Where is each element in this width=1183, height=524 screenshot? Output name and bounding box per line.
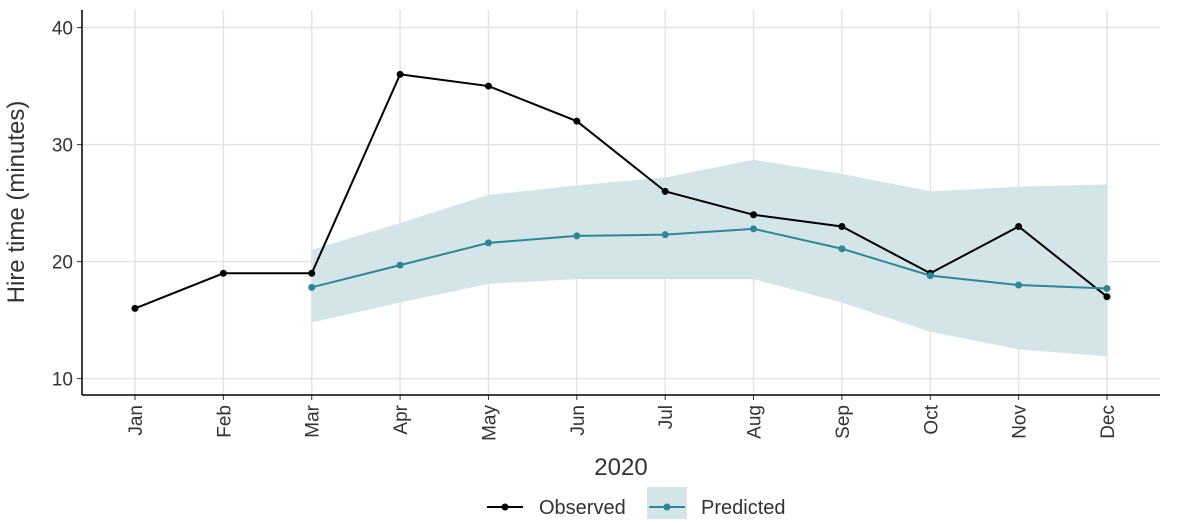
x-tick-label: Mar xyxy=(303,404,324,437)
x-tick-label: Aug xyxy=(745,405,766,439)
data-point xyxy=(396,261,404,269)
series-line xyxy=(311,227,1108,290)
data-point xyxy=(750,211,758,219)
x-tick-label: Sep xyxy=(833,405,854,439)
legend-key-point xyxy=(501,503,509,511)
data-point xyxy=(1015,281,1023,289)
data-point xyxy=(308,283,316,291)
data-point xyxy=(131,304,139,312)
x-tick-label: May xyxy=(479,405,500,441)
data-point xyxy=(396,70,404,78)
x-tick-label: Jul xyxy=(656,405,677,429)
y-tick-label: 20 xyxy=(52,253,73,274)
legend-label: Predicted xyxy=(701,497,786,519)
data-point xyxy=(573,232,581,240)
x-tick-label: Feb xyxy=(214,405,235,438)
data-point xyxy=(926,272,934,280)
y-axis-title: Hire time (minutes) xyxy=(3,101,30,304)
legend-item: Observed xyxy=(487,497,626,519)
data-point xyxy=(838,222,846,230)
x-tick-label: Apr xyxy=(391,404,412,434)
x-tick-label: Jun xyxy=(568,405,589,436)
legend-key-point xyxy=(663,503,671,511)
x-tick-label: Oct xyxy=(921,404,942,434)
data-point xyxy=(661,231,669,239)
confidence-band xyxy=(311,159,1107,357)
data-point xyxy=(573,117,581,125)
legend-key-band xyxy=(647,487,687,524)
y-tick-label: 10 xyxy=(52,370,73,391)
y-tick-label: 40 xyxy=(52,19,73,40)
legend-label: Observed xyxy=(539,497,626,519)
data-point xyxy=(1103,293,1111,301)
x-axis-title: 2020 xyxy=(594,454,647,481)
y-tick-label: 30 xyxy=(52,136,73,157)
x-tick-label: Nov xyxy=(1010,405,1031,439)
data-point xyxy=(308,269,316,277)
data-point xyxy=(484,82,492,90)
data-point xyxy=(219,269,227,277)
legend-item: Predicted xyxy=(647,487,786,524)
x-tick-label: Jan xyxy=(126,405,147,436)
data-point xyxy=(484,239,492,247)
data-point xyxy=(661,187,669,195)
data-point xyxy=(1015,222,1023,230)
series-line xyxy=(134,73,1108,310)
data-point xyxy=(838,245,846,253)
data-point xyxy=(1103,285,1111,293)
data-point xyxy=(750,225,758,233)
x-tick-label: Dec xyxy=(1098,405,1119,439)
